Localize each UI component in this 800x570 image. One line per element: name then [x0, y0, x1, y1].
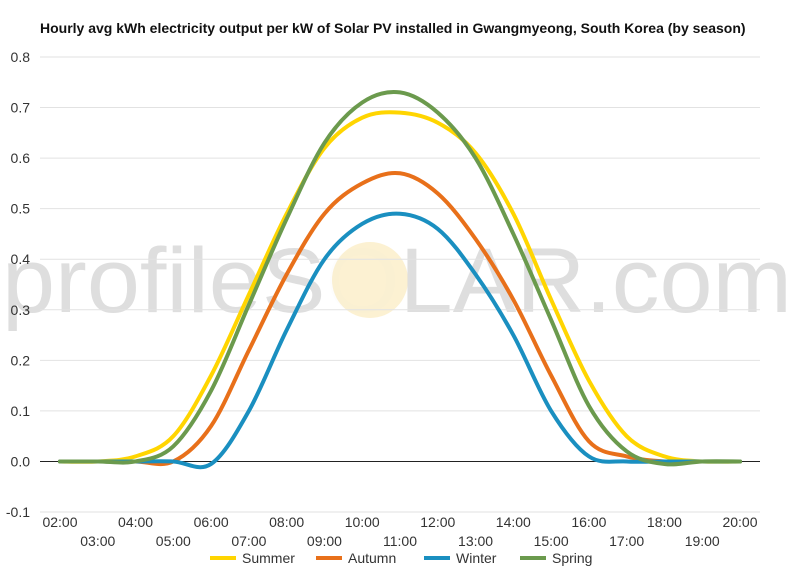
x-tick-label: 08:00: [269, 514, 304, 530]
x-tick-label: 06:00: [194, 514, 229, 530]
chart-title: Hourly avg kWh electricity output per kW…: [40, 20, 746, 36]
x-tick-label: 13:00: [458, 533, 493, 549]
watermark-text-left: profileS: [2, 230, 325, 332]
legend-item-spring: Spring: [520, 550, 592, 566]
y-tick-label: 0.7: [11, 100, 31, 116]
y-tick-label: 0.5: [11, 201, 31, 217]
series-line-winter: [58, 211, 742, 470]
x-tick-label: 02:00: [42, 514, 77, 530]
x-tick-label: 07:00: [231, 533, 266, 549]
x-tick-label: 10:00: [345, 514, 380, 530]
x-tick-label: 20:00: [722, 514, 757, 530]
y-axis-ticks: -0.1 0.0 0.1 0.2 0.3 0.4 0.5 0.6 0.7 0.8: [6, 49, 30, 520]
gridlines: [40, 56, 760, 513]
x-tick-label: 14:00: [496, 514, 531, 530]
y-tick-label: 0.6: [11, 150, 31, 166]
x-tick-label: 18:00: [647, 514, 682, 530]
y-tick-label: 0.3: [11, 302, 31, 318]
watermark-text-right: LAR.com: [400, 230, 792, 332]
x-tick-label: 09:00: [307, 533, 342, 549]
x-tick-label: 12:00: [420, 514, 455, 530]
watermark-text-o: O: [325, 230, 399, 332]
x-tick-label: 11:00: [383, 533, 417, 549]
series-line-summer: [58, 110, 742, 464]
x-tick-label: 19:00: [685, 533, 720, 549]
legend-item-summer: Summer: [210, 550, 295, 566]
watermark-sun: [332, 242, 408, 318]
legend-label: Summer: [242, 550, 295, 566]
x-tick-label: 17:00: [609, 533, 644, 549]
legend-item-autumn: Autumn: [316, 550, 396, 566]
legend-label: Autumn: [348, 550, 396, 566]
legend-item-winter: Winter: [424, 550, 497, 566]
y-tick-label: 0.0: [11, 453, 31, 469]
legend-label: Winter: [456, 550, 497, 566]
x-tick-label: 05:00: [156, 533, 191, 549]
watermark: profileS OLAR.com: [2, 230, 792, 332]
watermark-text: profileS OLAR.com: [2, 230, 792, 332]
x-tick-label: 15:00: [534, 533, 569, 549]
y-tick-label: 0.4: [11, 251, 31, 267]
x-tick-label: 16:00: [571, 514, 606, 530]
x-tick-label: 03:00: [80, 533, 115, 549]
y-tick-label: 0.8: [11, 49, 31, 65]
x-axis-ticks: 02:0003:0004:0005:0006:0007:0008:0009:00…: [42, 514, 757, 549]
y-tick-label: 0.1: [11, 403, 31, 419]
series-line-spring: [58, 89, 742, 467]
y-tick-label: -0.1: [6, 504, 30, 520]
legend: Summer Autumn Winter Spring: [210, 550, 592, 566]
series-lines: [58, 89, 742, 470]
legend-label: Spring: [552, 550, 592, 566]
y-tick-label: 0.2: [11, 352, 31, 368]
x-tick-label: 04:00: [118, 514, 153, 530]
